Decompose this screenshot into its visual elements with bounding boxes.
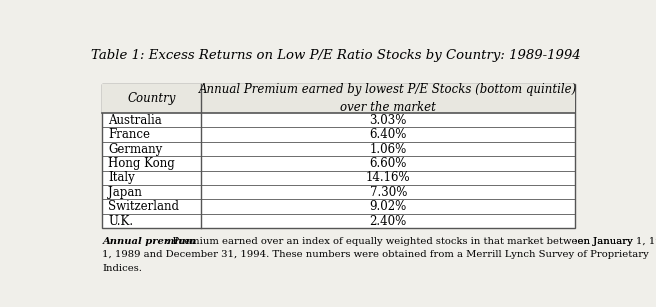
Text: 7.30%: 7.30% [369, 186, 407, 199]
Text: Annual Premium earned by lowest P/E Stocks (bottom quintile)
over the market: Annual Premium earned by lowest P/E Stoc… [199, 83, 577, 114]
Bar [102, 234, 575, 273]
Text: 9.02%: 9.02% [370, 200, 407, 213]
Text: Country: Country [128, 92, 176, 105]
Bar [102, 84, 575, 228]
Bar [102, 84, 575, 113]
Text: 2.40%: 2.40% [370, 215, 407, 227]
Text: 6.40%: 6.40% [369, 128, 407, 141]
Text: 1, 1989 and December 31, 1994. These numbers were obtained from a Merrill Lynch : 1, 1989 and December 31, 1994. These num… [102, 250, 649, 259]
Text: Indices.: Indices. [102, 264, 142, 273]
Text: Italy: Italy [108, 171, 135, 184]
Text: 14.16%: 14.16% [366, 171, 411, 184]
Text: Annual premium: Annual premium [102, 237, 196, 246]
Text: France: France [108, 128, 150, 141]
Text: : Premium earned over an index of equally weighted stocks in that market between: : Premium earned over an index of equall… [166, 237, 632, 246]
Text: Switzerland: Switzerland [108, 200, 180, 213]
Text: Annual premium: Annual premium [102, 237, 196, 246]
Text: : Premium earned over an index of equally weighted stocks in that market between: : Premium earned over an index of equall… [166, 237, 656, 246]
Text: 3.03%: 3.03% [369, 114, 407, 127]
Text: Hong Kong: Hong Kong [108, 157, 175, 170]
Text: 1.06%: 1.06% [370, 142, 407, 156]
Text: Table 1: Excess Returns on Low P/E Ratio Stocks by Country: 1989-1994: Table 1: Excess Returns on Low P/E Ratio… [91, 49, 581, 62]
Text: Germany: Germany [108, 142, 163, 156]
Text: Japan: Japan [108, 186, 142, 199]
Text: 6.60%: 6.60% [369, 157, 407, 170]
Text: Australia: Australia [108, 114, 162, 127]
Text: U.K.: U.K. [108, 215, 134, 227]
